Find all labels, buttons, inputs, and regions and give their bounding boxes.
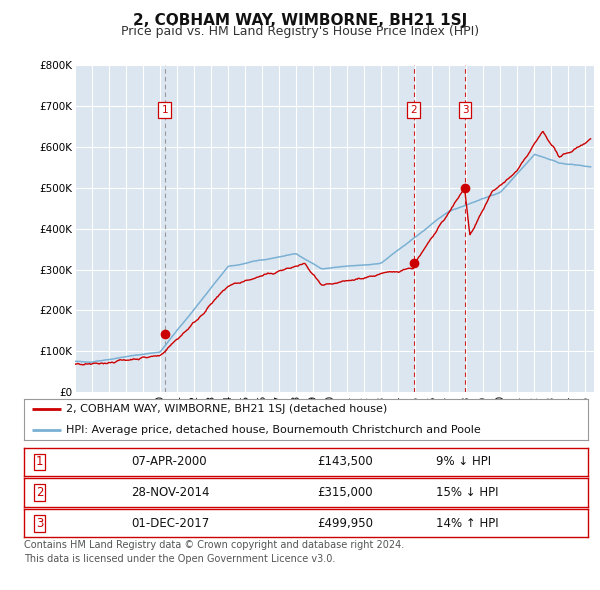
Text: 1: 1 bbox=[36, 455, 44, 468]
Text: £143,500: £143,500 bbox=[317, 455, 373, 468]
Text: 3: 3 bbox=[36, 517, 43, 530]
Text: 2: 2 bbox=[410, 105, 417, 115]
Text: 2, COBHAM WAY, WIMBORNE, BH21 1SJ (detached house): 2, COBHAM WAY, WIMBORNE, BH21 1SJ (detac… bbox=[66, 405, 388, 414]
Text: 2: 2 bbox=[36, 486, 44, 499]
Text: 01-DEC-2017: 01-DEC-2017 bbox=[131, 517, 209, 530]
Text: 28-NOV-2014: 28-NOV-2014 bbox=[131, 486, 209, 499]
Text: 9% ↓ HPI: 9% ↓ HPI bbox=[436, 455, 491, 468]
Text: Contains HM Land Registry data © Crown copyright and database right 2024.
This d: Contains HM Land Registry data © Crown c… bbox=[24, 540, 404, 563]
Text: 1: 1 bbox=[161, 105, 168, 115]
Text: £499,950: £499,950 bbox=[317, 517, 373, 530]
Text: 3: 3 bbox=[462, 105, 469, 115]
Text: 14% ↑ HPI: 14% ↑ HPI bbox=[436, 517, 499, 530]
Text: 2, COBHAM WAY, WIMBORNE, BH21 1SJ: 2, COBHAM WAY, WIMBORNE, BH21 1SJ bbox=[133, 13, 467, 28]
Text: 07-APR-2000: 07-APR-2000 bbox=[131, 455, 207, 468]
Text: HPI: Average price, detached house, Bournemouth Christchurch and Poole: HPI: Average price, detached house, Bour… bbox=[66, 425, 481, 434]
Text: 15% ↓ HPI: 15% ↓ HPI bbox=[436, 486, 498, 499]
Text: Price paid vs. HM Land Registry's House Price Index (HPI): Price paid vs. HM Land Registry's House … bbox=[121, 25, 479, 38]
Text: £315,000: £315,000 bbox=[317, 486, 373, 499]
